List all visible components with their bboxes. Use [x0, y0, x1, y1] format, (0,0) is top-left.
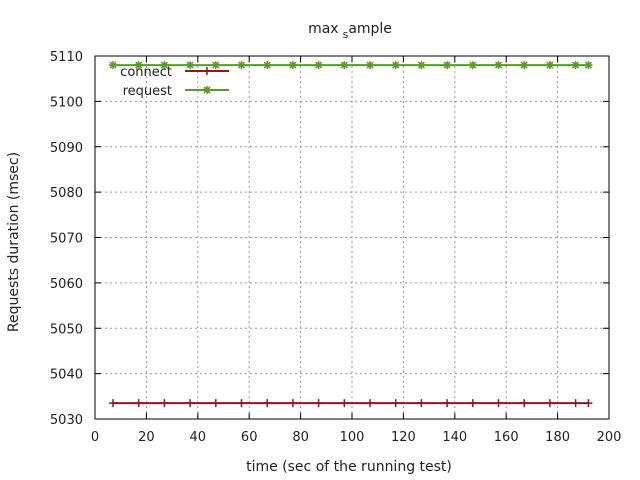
legend-marker-request — [203, 86, 211, 94]
request-point — [520, 61, 529, 70]
series-layer — [108, 61, 593, 408]
y-tick-label: 5070 — [50, 232, 83, 247]
connect-point — [443, 399, 452, 408]
request-point — [571, 61, 580, 70]
series-request — [108, 61, 593, 70]
connect-point — [237, 399, 246, 408]
connect-point — [263, 399, 272, 408]
y-tick-label: 5040 — [50, 368, 83, 383]
request-point — [108, 61, 117, 70]
x-tick-label: 20 — [138, 430, 155, 445]
connect-point — [417, 399, 426, 408]
connect-point — [545, 399, 554, 408]
connect-point — [584, 399, 593, 408]
y-axis-label: Requests duration (msec) — [6, 152, 22, 332]
x-tick-label: 160 — [494, 430, 519, 445]
request-point — [417, 61, 426, 70]
x-tick-label: 80 — [292, 430, 309, 445]
axis-ticks: 0 20 40 60 80 100 120 140 160 180 200 5030 5040 5050 5… — [50, 50, 622, 445]
y-tick-label: 5100 — [50, 95, 83, 110]
y-tick-label: 5090 — [50, 141, 83, 156]
connect-point — [365, 399, 374, 408]
connect-point — [211, 399, 220, 408]
x-tick-label: 180 — [545, 430, 570, 445]
x-axis-label: time (sec of the running test) — [246, 459, 452, 475]
plot-frame — [94, 55, 610, 420]
connect-point — [391, 399, 400, 408]
chart-title-rest: ample — [348, 21, 392, 37]
request-point — [584, 61, 593, 70]
connect-point — [134, 399, 143, 408]
grid — [95, 56, 609, 419]
connect-point — [288, 399, 297, 408]
chart-title-subscript: s — [343, 28, 349, 41]
y-tick-label: 5110 — [50, 50, 83, 65]
request-point — [365, 61, 374, 70]
connect-point — [571, 399, 580, 408]
request-point — [263, 61, 272, 70]
connect-point — [186, 399, 195, 408]
x-tick-label: 60 — [241, 430, 258, 445]
y-tick-label: 5060 — [50, 277, 83, 292]
request-point — [443, 61, 452, 70]
request-point — [340, 61, 349, 70]
series-connect — [108, 399, 593, 408]
connect-point — [108, 399, 117, 408]
chart-title: max sample — [308, 21, 392, 41]
x-tick-label: 0 — [91, 430, 99, 445]
y-tick-label: 5030 — [50, 413, 83, 428]
x-tick-label: 200 — [597, 430, 622, 445]
x-tick-label: 120 — [391, 430, 416, 445]
x-tick-label: 40 — [190, 430, 207, 445]
request-point — [468, 61, 477, 70]
request-point — [186, 61, 195, 70]
legend-label-connect: connect — [120, 65, 172, 80]
connect-point — [468, 399, 477, 408]
request-point — [545, 61, 554, 70]
connect-point — [160, 399, 169, 408]
request-point — [237, 61, 246, 70]
x-tick-label: 140 — [442, 430, 467, 445]
y-tick-label: 5080 — [50, 186, 83, 201]
request-point — [391, 61, 400, 70]
legend: connect request — [120, 65, 229, 99]
legend-label-request: request — [123, 84, 172, 99]
connect-point — [494, 399, 503, 408]
y-tick-label: 5050 — [50, 322, 83, 337]
connect-point — [520, 399, 529, 408]
request-point — [288, 61, 297, 70]
x-tick-label: 100 — [340, 430, 365, 445]
connect-point — [340, 399, 349, 408]
request-point — [314, 61, 323, 70]
request-point — [494, 61, 503, 70]
chart-title-main: max — [308, 21, 339, 37]
request-point — [211, 61, 220, 70]
legend-marker-connect — [203, 67, 211, 75]
connect-point — [314, 399, 323, 408]
request-point — [134, 61, 143, 70]
request-point — [160, 61, 169, 70]
